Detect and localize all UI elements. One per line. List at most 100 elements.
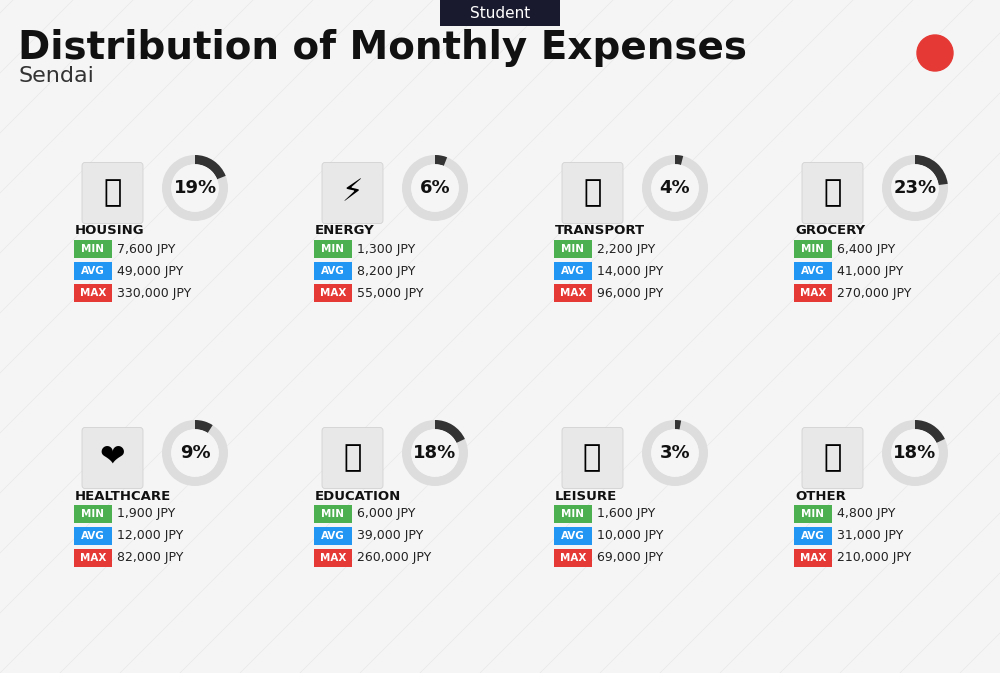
Wedge shape [675, 155, 683, 165]
FancyBboxPatch shape [554, 527, 592, 545]
Text: 260,000 JPY: 260,000 JPY [357, 551, 431, 565]
FancyBboxPatch shape [74, 262, 112, 280]
FancyBboxPatch shape [562, 427, 623, 489]
FancyBboxPatch shape [314, 549, 352, 567]
Text: Sendai: Sendai [18, 66, 94, 86]
FancyBboxPatch shape [554, 549, 592, 567]
Text: ⚡: ⚡ [342, 178, 363, 207]
Text: 18%: 18% [413, 444, 457, 462]
Text: 1,300 JPY: 1,300 JPY [357, 242, 415, 256]
Text: 270,000 JPY: 270,000 JPY [837, 287, 911, 299]
FancyBboxPatch shape [554, 284, 592, 302]
Text: LEISURE: LEISURE [555, 489, 617, 503]
FancyBboxPatch shape [794, 240, 832, 258]
Text: 🏫: 🏫 [103, 178, 122, 207]
Text: HEALTHCARE: HEALTHCARE [75, 489, 171, 503]
Circle shape [891, 164, 939, 212]
Text: 69,000 JPY: 69,000 JPY [597, 551, 663, 565]
Wedge shape [402, 420, 468, 486]
FancyBboxPatch shape [74, 240, 112, 258]
Circle shape [651, 164, 699, 212]
Text: 6%: 6% [420, 179, 450, 197]
Text: 4,800 JPY: 4,800 JPY [837, 507, 895, 520]
Text: 1,600 JPY: 1,600 JPY [597, 507, 655, 520]
Text: 18%: 18% [893, 444, 937, 462]
FancyBboxPatch shape [554, 240, 592, 258]
Text: ❤️: ❤️ [100, 444, 125, 472]
Text: 55,000 JPY: 55,000 JPY [357, 287, 424, 299]
Text: 210,000 JPY: 210,000 JPY [837, 551, 911, 565]
Text: 19%: 19% [173, 179, 217, 197]
Text: AVG: AVG [81, 531, 105, 541]
Text: 10,000 JPY: 10,000 JPY [597, 530, 663, 542]
Text: GROCERY: GROCERY [795, 225, 865, 238]
Text: Student: Student [470, 5, 530, 20]
Wedge shape [642, 155, 708, 221]
Wedge shape [435, 420, 465, 443]
Text: MAX: MAX [80, 288, 106, 298]
Text: 49,000 JPY: 49,000 JPY [117, 264, 183, 277]
Text: MIN: MIN [802, 509, 824, 519]
FancyBboxPatch shape [74, 549, 112, 567]
Text: 💰: 💰 [823, 444, 842, 472]
Text: 14,000 JPY: 14,000 JPY [597, 264, 663, 277]
Text: 1,900 JPY: 1,900 JPY [117, 507, 175, 520]
Text: 96,000 JPY: 96,000 JPY [597, 287, 663, 299]
Text: MAX: MAX [320, 553, 346, 563]
Text: TRANSPORT: TRANSPORT [555, 225, 645, 238]
Text: MIN: MIN [82, 244, 104, 254]
Circle shape [917, 35, 953, 71]
Wedge shape [915, 155, 948, 185]
Text: MIN: MIN [322, 509, 344, 519]
Wedge shape [402, 155, 468, 221]
Text: MAX: MAX [320, 288, 346, 298]
Circle shape [651, 429, 699, 476]
FancyBboxPatch shape [74, 284, 112, 302]
FancyBboxPatch shape [562, 162, 623, 223]
FancyBboxPatch shape [554, 505, 592, 523]
Text: 23%: 23% [893, 179, 937, 197]
FancyBboxPatch shape [314, 505, 352, 523]
FancyBboxPatch shape [314, 240, 352, 258]
Wedge shape [162, 420, 228, 486]
Text: 4%: 4% [660, 179, 690, 197]
FancyBboxPatch shape [802, 162, 863, 223]
FancyBboxPatch shape [314, 262, 352, 280]
Wedge shape [915, 420, 945, 443]
FancyBboxPatch shape [794, 262, 832, 280]
Text: 6,000 JPY: 6,000 JPY [357, 507, 415, 520]
Text: EDUCATION: EDUCATION [315, 489, 401, 503]
Text: 🛍️: 🛍️ [583, 444, 602, 472]
Text: 3%: 3% [660, 444, 690, 462]
Text: MIN: MIN [82, 509, 104, 519]
Text: MAX: MAX [800, 288, 826, 298]
Text: 7,600 JPY: 7,600 JPY [117, 242, 175, 256]
Text: MIN: MIN [562, 509, 584, 519]
Text: MAX: MAX [80, 553, 106, 563]
Text: 41,000 JPY: 41,000 JPY [837, 264, 903, 277]
Text: Distribution of Monthly Expenses: Distribution of Monthly Expenses [18, 29, 747, 67]
FancyBboxPatch shape [74, 505, 112, 523]
Circle shape [171, 429, 219, 476]
FancyBboxPatch shape [802, 427, 863, 489]
Text: 🚌: 🚌 [583, 178, 602, 207]
FancyBboxPatch shape [322, 162, 383, 223]
Text: MIN: MIN [322, 244, 344, 254]
Text: AVG: AVG [321, 266, 345, 276]
FancyBboxPatch shape [322, 427, 383, 489]
Text: MIN: MIN [802, 244, 824, 254]
Text: 12,000 JPY: 12,000 JPY [117, 530, 183, 542]
Text: MIN: MIN [562, 244, 584, 254]
Wedge shape [882, 420, 948, 486]
Text: 🛒: 🛒 [823, 178, 842, 207]
Text: AVG: AVG [561, 531, 585, 541]
FancyBboxPatch shape [794, 284, 832, 302]
Wedge shape [435, 155, 447, 166]
Text: OTHER: OTHER [795, 489, 846, 503]
Circle shape [411, 429, 459, 476]
Text: MAX: MAX [560, 553, 586, 563]
FancyBboxPatch shape [794, 505, 832, 523]
Text: MAX: MAX [560, 288, 586, 298]
FancyBboxPatch shape [440, 0, 560, 26]
Wedge shape [195, 155, 226, 179]
